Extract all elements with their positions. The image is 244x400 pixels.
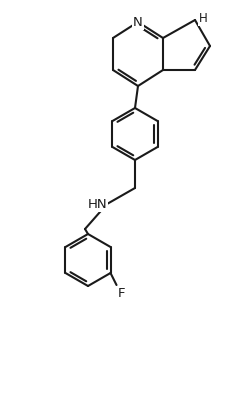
Text: H: H — [199, 12, 208, 26]
Text: F: F — [118, 287, 125, 300]
Text: N: N — [133, 16, 143, 28]
Text: HN: HN — [87, 198, 107, 210]
